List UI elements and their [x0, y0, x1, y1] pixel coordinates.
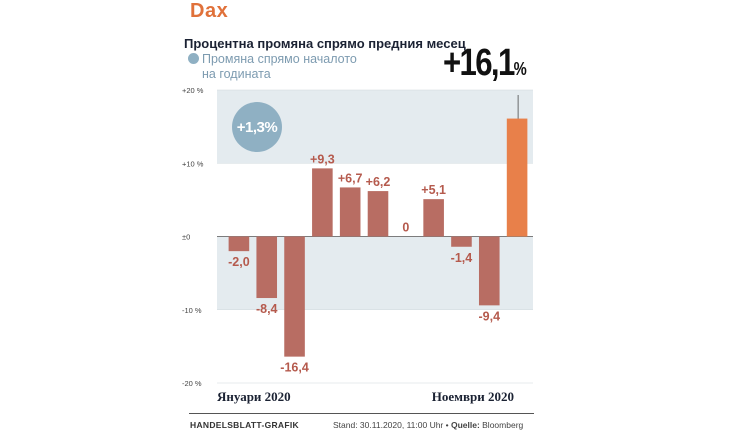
footer-divider — [189, 413, 534, 414]
x-start-label: Януари 2020 — [217, 389, 291, 404]
bar-data-label: +9,3 — [310, 152, 335, 166]
bar-data-label: -16,4 — [280, 361, 309, 375]
stand-text: Stand: 30.11.2020, 11:00 Uhr • — [333, 420, 451, 430]
bar-data-label: 0 — [402, 221, 409, 235]
bar-data-label: -9,4 — [478, 309, 500, 323]
y-tick-label: +10 % — [182, 159, 204, 168]
source-value: Bloomberg — [479, 420, 524, 430]
chart-title: Dax — [190, 0, 229, 22]
latest-change-unit: % — [513, 59, 527, 79]
bar — [339, 187, 361, 237]
y-tick-label: ±0 — [182, 233, 190, 242]
y-tick-label: -10 % — [182, 306, 202, 315]
legend-label-line2: на годината — [202, 67, 271, 81]
bar — [478, 236, 500, 306]
bar — [451, 236, 472, 247]
y-tick-label: -20 % — [182, 379, 202, 388]
source-label: Quelle: — [450, 420, 480, 430]
source-line: Stand: 30.11.2020, 11:00 Uhr • Quelle: B… — [333, 420, 523, 430]
bar — [256, 236, 278, 299]
chart-panel: Dax Процентна промяна спрямо предния мес… — [180, 0, 542, 440]
legend-dot-icon — [188, 53, 199, 64]
bar-data-label: -1,4 — [451, 251, 473, 265]
bar — [423, 199, 444, 237]
bar — [284, 236, 305, 357]
bar-data-label: -2,0 — [228, 255, 250, 269]
bar-data-label: -8,4 — [256, 302, 278, 316]
legend: Промяна спрямо началото на годината — [188, 52, 357, 82]
ytd-change-badge: +1,3% — [232, 102, 282, 152]
legend-label-line1: Промяна спрямо началото — [202, 52, 357, 66]
graphic-credit: HANDELSBLATT-GRAFIK — [190, 420, 299, 430]
y-tick-label: +20 % — [182, 86, 204, 95]
bar-data-label: +6,2 — [366, 175, 391, 189]
latest-change-callout: +16,1% — [443, 42, 527, 85]
x-end-label: Ноември 2020 — [432, 389, 514, 404]
bar — [312, 168, 333, 237]
latest-change-value: +16,1 — [443, 42, 515, 84]
bar-chart: +20 %+10 %±0-10 %-20 %-2,0-8,4-16,4+9,3+… — [182, 86, 533, 404]
bar-data-label: +6,7 — [338, 171, 363, 185]
bar — [367, 191, 389, 237]
bar-highlight — [506, 118, 528, 237]
chart-subtitle: Процентна промяна спрямо предния месец — [184, 36, 466, 51]
bar — [228, 236, 250, 252]
bar-data-label: +5,1 — [421, 183, 446, 197]
